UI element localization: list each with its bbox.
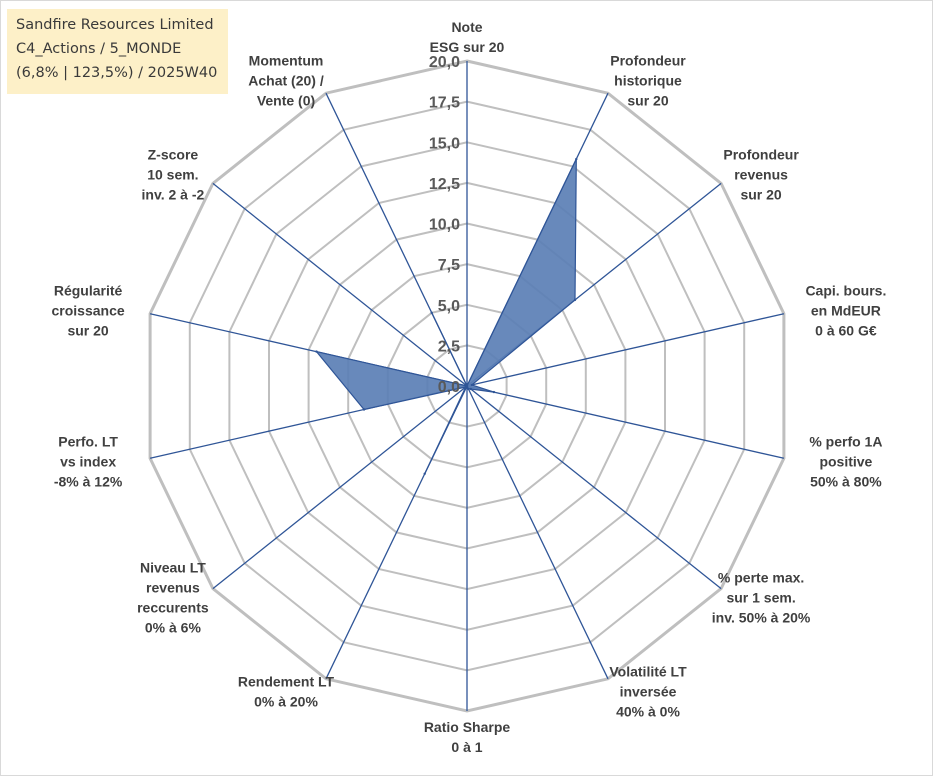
data-point	[573, 298, 577, 302]
category-label: Rendement LT 0% à 20%	[238, 673, 335, 709]
tick-layer: 0,0 2,5 5,0 7,5 10,0 12,5 15,0 17,5 20,0	[429, 54, 460, 396]
series-layer	[315, 157, 578, 475]
tick-label: 7,5	[438, 257, 460, 274]
axis-spoke	[466, 385, 785, 459]
tick-label: 15,0	[429, 135, 460, 152]
category-label: Note ESG sur 20	[430, 19, 505, 55]
data-point	[362, 408, 366, 411]
data-point	[492, 390, 496, 394]
tick-label: 5,0	[438, 298, 460, 315]
data-point	[465, 384, 469, 388]
tick-label: 2,5	[438, 338, 460, 355]
category-label: Régularité croissance sur 20	[52, 283, 125, 339]
axis-spoke	[212, 385, 468, 590]
title-line-company: Sandfire Resources Limited	[16, 17, 214, 33]
category-label: Niveau LT revenus reccurents 0% à 6%	[137, 559, 209, 635]
tick-label: 10,0	[429, 217, 460, 234]
category-label: Z-score 10 sem. inv. 2 à -2	[142, 147, 205, 203]
axis-spoke	[212, 182, 468, 387]
title-line-category: C4_Actions / 5_MONDE	[16, 41, 182, 57]
axis-spoke	[466, 385, 609, 680]
category-label: % perfo 1A positive 50% à 80%	[809, 433, 882, 489]
category-label: Momentum Achat (20) / Vente (0)	[248, 53, 324, 109]
category-label: Perfo. LT vs index -8% à 12%	[54, 433, 123, 489]
category-label: Volatilité LT inversée 40% à 0%	[609, 663, 687, 719]
category-label: Profondeur revenus sur 20	[723, 147, 799, 203]
data-point	[469, 387, 472, 391]
data-point	[423, 472, 426, 475]
category-label: % perte max. sur 1 sem. inv. 50% à 20%	[712, 569, 811, 625]
category-label: Capi. bours. en MdEUR 0 à 60 G€	[805, 283, 886, 339]
data-point	[470, 383, 473, 387]
tick-label: 0,0	[438, 379, 460, 396]
label-layer: Note ESG sur 20 Profondeur historique sur 20…	[52, 19, 887, 755]
category-label: Ratio Sharpe 0 à 1	[424, 719, 511, 755]
category-label: Profondeur historique sur 20	[610, 53, 686, 109]
title-line-period: (6,8% | 123,5%) / 2025W40	[16, 65, 218, 81]
data-point	[315, 350, 318, 353]
data-point	[430, 311, 433, 314]
data-point	[467, 387, 470, 391]
tick-label: 12,5	[429, 176, 460, 193]
tick-label: 17,5	[429, 95, 460, 112]
tick-label: 20,0	[429, 54, 460, 71]
axis-spoke	[466, 385, 722, 590]
title-box: Sandfire Resources Limited C4_Actions / …	[7, 9, 228, 94]
axis-spoke	[466, 313, 785, 387]
data-point	[575, 157, 578, 161]
